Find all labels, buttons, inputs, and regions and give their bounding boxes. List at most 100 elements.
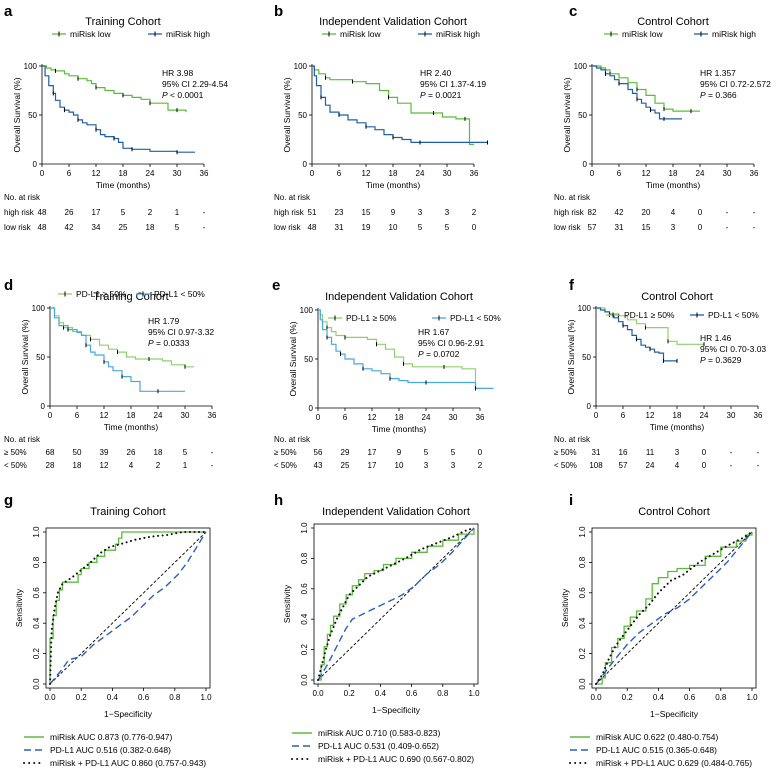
x-tick-label: 0.2 [622, 693, 634, 702]
risk-cell: 5 [183, 448, 188, 457]
stat-line: P < 0.0001 [162, 90, 204, 100]
x-tick-label: 1.0 [746, 693, 758, 702]
risk-cell: 12 [100, 461, 109, 470]
x-tick-label: 0 [316, 413, 321, 422]
risk-cell: 3 [451, 461, 456, 470]
stat-line: 95% CI 0.70-3.03 [700, 344, 766, 354]
legend-entry: PD-L1 AUC 0.515 (0.365-0.648) [596, 745, 717, 755]
risk-cell: 5 [424, 448, 429, 457]
x-tick-label: 0 [40, 169, 45, 178]
legend-entry: miRisk high [436, 29, 480, 39]
x-tick-label: 12 [642, 169, 651, 178]
legend-entry: miRisk AUC 0.710 (0.583-0.823) [318, 728, 441, 738]
x-tick-label: 0.8 [169, 693, 181, 702]
y-tick-label: 100 [32, 304, 46, 313]
x-tick-label: 0.4 [375, 689, 387, 698]
x-tick-label: 24 [696, 169, 705, 178]
risk-cell: 31 [592, 448, 601, 457]
legend-entry: miRisk AUC 0.873 (0.776-0.947) [50, 732, 173, 742]
legend-entry: miRisk AUC 0.622 (0.480-0.754) [596, 732, 719, 742]
km-curve-0 [50, 307, 194, 368]
stat-line: 95% CI 0.72-2.572 [700, 79, 771, 89]
y-tick-label: 0 [303, 160, 308, 169]
y-tick-label: 100 [300, 306, 314, 315]
risk-cell: 18 [73, 461, 82, 470]
x-tick-label: 18 [395, 413, 404, 422]
y-tick-label: 0.0 [300, 674, 309, 686]
x-tick-label: 30 [449, 413, 458, 422]
y-tick-label: 50 [298, 111, 307, 120]
risk-cell: 51 [308, 208, 317, 217]
y-tick-label: 100 [574, 62, 588, 71]
legend-entry: miRisk + PD-L1 AUC 0.860 (0.757-0.943) [50, 758, 206, 768]
x-tick-label: 24 [700, 411, 709, 420]
risk-cell: 34 [92, 223, 101, 232]
km-curve-0 [318, 309, 480, 389]
risk-cell: 31 [335, 223, 344, 232]
y-tick-label: 0.6 [32, 587, 41, 599]
y-tick-label: 0 [309, 404, 314, 413]
chance-diagonal [595, 531, 753, 685]
x-tick-label: 36 [476, 413, 485, 422]
y-tick-label: 1.0 [578, 526, 587, 538]
plot-frame [313, 523, 479, 685]
risk-cell: 26 [65, 208, 74, 217]
risk-table-title: No. at risk [274, 435, 311, 444]
x-tick-label: 6 [75, 411, 80, 420]
risk-cell: 48 [38, 223, 47, 232]
legend-entry: miRisk low [340, 29, 381, 39]
legend-entry: miRisk + PD-L1 AUC 0.629 (0.484-0.765) [596, 758, 752, 768]
y-axis-label: Sensitivity [282, 584, 292, 623]
risk-cell: - [730, 461, 733, 470]
km-curve-1 [312, 65, 488, 143]
y-axis-label: Overall Survival (%) [12, 77, 22, 152]
y-tick-label: 0.4 [32, 617, 41, 629]
y-tick-label: 50 [36, 353, 45, 362]
chart-title: Control Cohort [641, 291, 713, 303]
risk-cell: 15 [642, 223, 651, 232]
legend-entry: PD-L1 < 50% [708, 310, 759, 320]
risk-cell: 0 [478, 448, 483, 457]
risk-cell: 17 [368, 461, 377, 470]
stat-line: P = 0.366 [700, 90, 737, 100]
risk-row-label: < 50% [4, 461, 27, 470]
risk-cell: 42 [615, 208, 624, 217]
x-tick-label: 0.0 [44, 693, 56, 702]
y-tick-label: 0 [587, 402, 592, 411]
y-tick-label: 100 [294, 62, 308, 71]
y-tick-label: 50 [582, 353, 591, 362]
y-tick-label: 0 [41, 402, 46, 411]
x-axis-label: Time (months) [366, 180, 421, 190]
legend-entry: PD-L1 ≥ 50% [624, 310, 675, 320]
risk-cell: 19 [362, 223, 371, 232]
y-tick-label: 0.6 [300, 583, 309, 595]
x-tick-label: 24 [146, 169, 155, 178]
risk-row-label: high risk [4, 208, 35, 217]
x-tick-label: 36 [754, 411, 763, 420]
x-tick-label: 12 [362, 169, 371, 178]
risk-cell: - [203, 223, 206, 232]
chart-title: Control Cohort [638, 506, 710, 518]
panel-letter: i [569, 492, 573, 509]
risk-cell: 5 [451, 448, 456, 457]
y-tick-label: 0 [583, 160, 588, 169]
legend-entry: miRisk high [712, 29, 756, 39]
risk-cell: 50 [73, 448, 82, 457]
risk-cell: 24 [646, 461, 655, 470]
risk-cell: 9 [391, 208, 396, 217]
risk-cell: 18 [154, 448, 163, 457]
risk-cell: 2 [478, 461, 483, 470]
risk-cell: 3 [424, 461, 429, 470]
risk-cell: 56 [314, 448, 323, 457]
y-tick-label: 50 [28, 111, 37, 120]
y-tick-label: 1.0 [32, 526, 41, 538]
risk-cell: 42 [65, 223, 74, 232]
risk-cell: 20 [642, 208, 651, 217]
risk-cell: - [211, 448, 214, 457]
roc-curve-0 [49, 531, 206, 684]
x-tick-label: 6 [343, 413, 348, 422]
x-tick-label: 30 [173, 169, 182, 178]
